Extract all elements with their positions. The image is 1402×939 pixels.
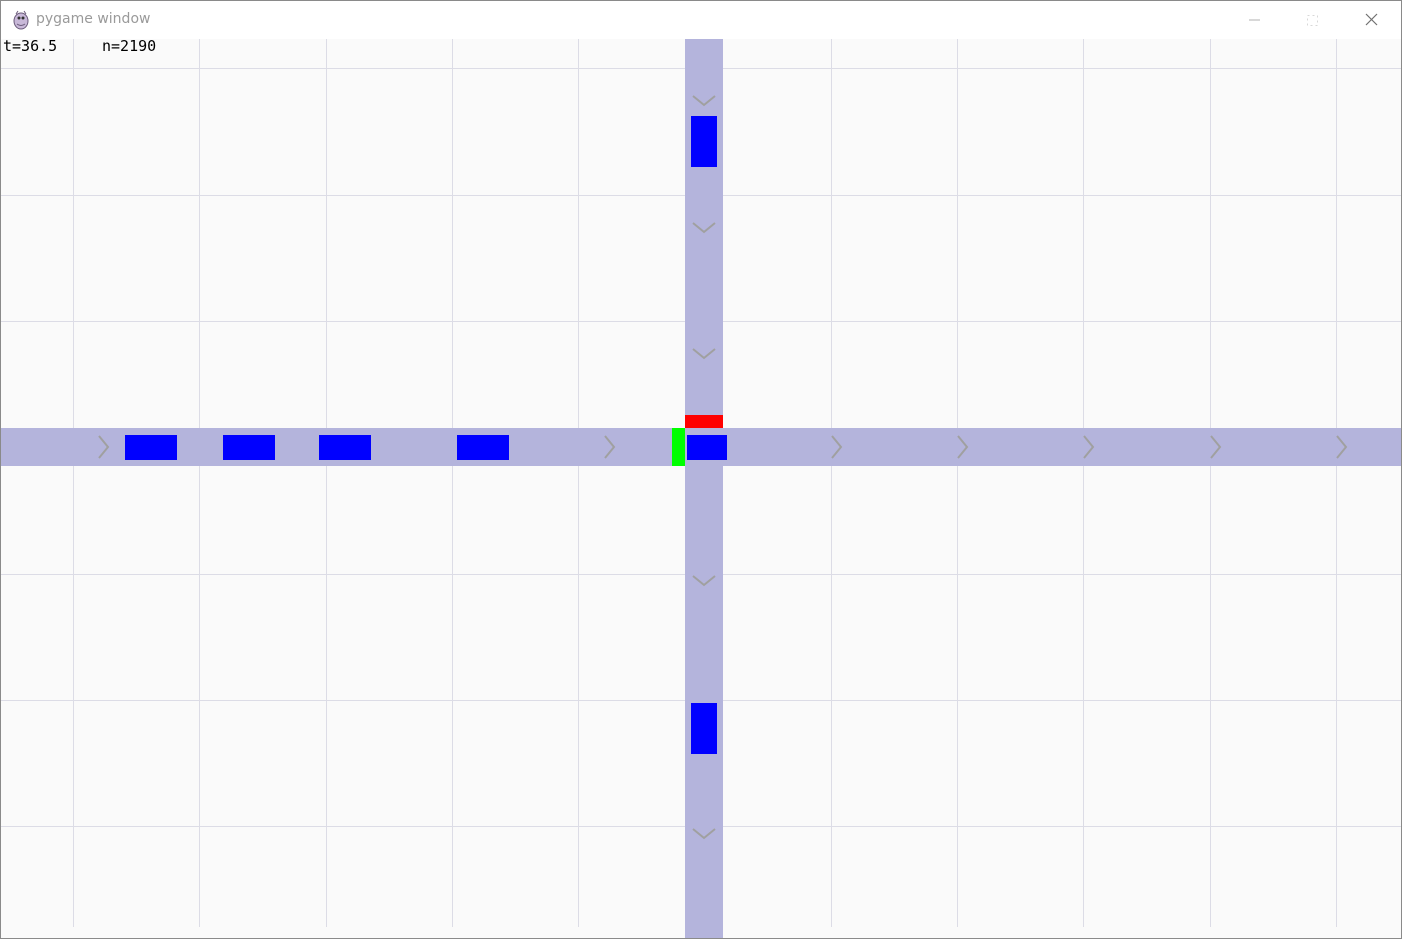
arrow-east-icon	[1336, 435, 1348, 459]
arrow-east-icon	[98, 435, 110, 459]
arrow-south-icon	[692, 348, 716, 360]
arrow-east-icon	[831, 435, 843, 459]
minimize-icon	[1249, 19, 1260, 21]
vehicle-east-3	[319, 435, 371, 460]
arrow-south-icon	[692, 575, 716, 587]
traffic-signals	[672, 415, 723, 466]
arrow-south-icon	[692, 828, 716, 840]
vehicle-south-1	[691, 116, 717, 167]
vehicle-east-2	[223, 435, 275, 460]
time-readout: t=36.5	[3, 37, 58, 55]
west-approach-signal	[672, 428, 685, 466]
direction-arrows	[98, 95, 1348, 840]
arrow-east-icon	[604, 435, 616, 459]
vehicle-east-5	[687, 435, 727, 460]
vehicles	[125, 116, 727, 754]
close-button[interactable]	[1343, 1, 1401, 39]
maximize-button[interactable]	[1284, 1, 1342, 39]
arrow-south-icon	[692, 222, 716, 234]
vertical-road	[685, 39, 723, 938]
maximize-icon	[1307, 15, 1318, 26]
minimize-button[interactable]	[1225, 1, 1283, 39]
count-readout: n=2190	[102, 37, 157, 55]
title-bar[interactable]: pygame window	[1, 1, 1401, 39]
vehicle-east-1	[125, 435, 177, 460]
arrow-south-icon	[692, 95, 716, 107]
simulation-canvas	[1, 39, 1401, 938]
arrow-east-icon	[1083, 435, 1095, 459]
arrow-east-icon	[957, 435, 969, 459]
north-approach-signal	[685, 415, 723, 428]
vehicle-south-2	[691, 703, 717, 754]
close-icon	[1365, 13, 1378, 26]
vehicle-east-4	[457, 435, 509, 460]
pygame-snake-icon	[13, 10, 29, 30]
arrow-east-icon	[1210, 435, 1222, 459]
window-title: pygame window	[36, 11, 151, 27]
